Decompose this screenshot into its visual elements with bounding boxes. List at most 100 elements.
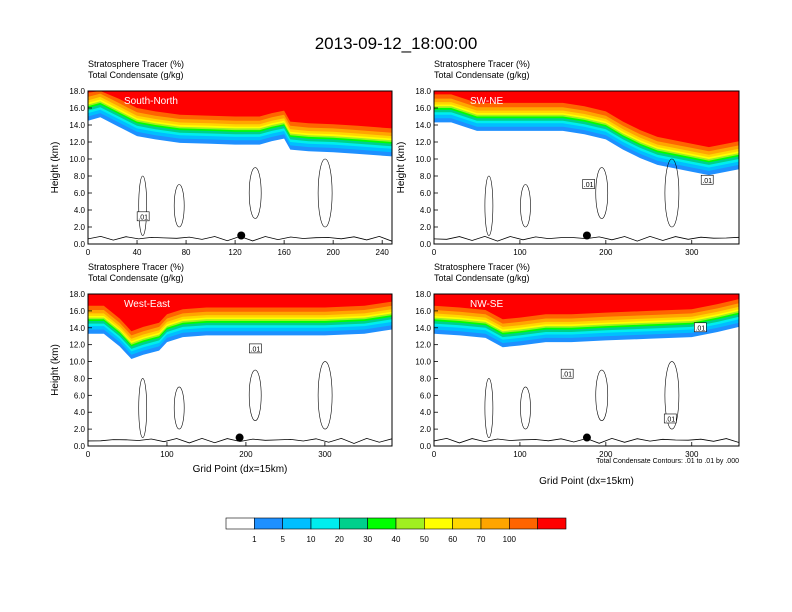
y-axis-label: Height (km) <box>50 344 61 396</box>
y-tick-label: 8.0 <box>420 172 432 181</box>
y-tick-label: 14.0 <box>415 324 431 333</box>
tracer-band-max <box>88 91 392 129</box>
condensate-contour <box>595 167 609 219</box>
colorbar-label: 100 <box>503 535 517 544</box>
colorbar-swatch <box>254 517 283 530</box>
plot-frame <box>87 90 393 245</box>
x-tick-label: 100 <box>160 450 174 459</box>
colorbar-label: 50 <box>420 535 429 544</box>
y-tick-label: 0.0 <box>74 442 86 451</box>
condensate-contour <box>520 184 531 228</box>
x-tick-label: 240 <box>376 248 390 257</box>
x-tick-label: 40 <box>133 248 142 257</box>
colorbar-swatch <box>395 517 425 530</box>
location-marker <box>237 231 246 240</box>
colorbar-swatch <box>424 517 453 530</box>
colorbar-swatch <box>367 517 397 530</box>
y-tick-label: 6.0 <box>74 391 86 400</box>
y-tick-label: 16.0 <box>415 104 431 113</box>
y-tick-label: 12.0 <box>415 341 431 350</box>
contour-label-box <box>560 368 574 379</box>
plot-frame <box>433 293 740 447</box>
contour-note: Total Condensate Contours: .01 to .01 by… <box>596 458 739 465</box>
y-tick-label: 6.0 <box>420 391 432 400</box>
panel-title-line2: Total Condensate (g/kg) <box>434 70 530 80</box>
plot-area: .01 .01 <box>434 91 739 242</box>
condensate-contour <box>173 184 185 228</box>
contour-label-box <box>249 343 262 354</box>
x-tick-label: 300 <box>685 450 699 459</box>
y-tick-label: 14.0 <box>69 324 85 333</box>
panel-south-north: .01 South-North Stratosphere Tracer (%)Tot… <box>50 59 393 257</box>
x-tick-label: 200 <box>239 450 253 459</box>
x-tick-label: 100 <box>513 450 527 459</box>
x-tick-label: 120 <box>228 248 242 257</box>
y-tick-label: 18.0 <box>69 87 85 96</box>
y-tick-label: 8.0 <box>74 374 86 383</box>
y-tick-label: 0.0 <box>420 240 432 249</box>
colorbar-swatch <box>282 517 312 530</box>
y-tick-label: 18.0 <box>69 290 85 299</box>
y-tick-label: 2.0 <box>74 223 86 232</box>
y-tick-label: 18.0 <box>415 87 431 96</box>
panel-label: SW-NE <box>470 96 503 107</box>
y-tick-label: 16.0 <box>415 307 431 316</box>
y-tick-label: 14.0 <box>415 121 431 130</box>
y-tick-label: 10.0 <box>69 155 85 164</box>
y-tick-label: 10.0 <box>415 155 431 164</box>
x-tick-label: 0 <box>86 248 91 257</box>
y-axis-label: Height (km) <box>50 142 61 194</box>
contour-label: .01 <box>584 182 594 189</box>
x-tick-label: 300 <box>318 450 332 459</box>
colorbar-swatch <box>509 517 538 530</box>
x-tick-label: 80 <box>182 248 191 257</box>
tracer-band-max <box>434 294 739 320</box>
condensate-contour <box>138 378 148 438</box>
y-tick-label: 4.0 <box>74 206 86 215</box>
colorbar-label: 5 <box>280 535 285 544</box>
contour-label-box <box>136 211 150 222</box>
contour-label: .01 <box>251 346 261 353</box>
colorbar-label: 1 <box>252 535 257 544</box>
y-tick-label: 4.0 <box>420 206 432 215</box>
panel-label: NW-SE <box>470 299 503 310</box>
colorbar-swatch <box>225 517 255 530</box>
colorbar: 1 5 10 20 30 40 50 60 70 100 <box>225 517 567 544</box>
condensate-contour <box>520 386 531 430</box>
plot-area: .01 <box>88 91 392 242</box>
panel-title-line2: Total Condensate (g/kg) <box>88 70 184 80</box>
x-tick-label: 160 <box>277 248 291 257</box>
contour-label-box <box>663 413 677 424</box>
colorbar-label: 20 <box>335 535 344 544</box>
x-tick-label: 0 <box>86 450 91 459</box>
plot-area: .01 .01 .01 <box>434 294 739 444</box>
panel-sw-ne: .01 .01 SW-NE Stratosphere Tracer (%)Total … <box>396 59 740 257</box>
colorbar-label: 40 <box>392 535 401 544</box>
condensate-contour <box>138 175 148 236</box>
colorbar-swatch <box>480 517 510 530</box>
contour-label-box <box>582 179 595 189</box>
condensate-contour <box>595 369 609 421</box>
y-tick-label: 0.0 <box>74 240 86 249</box>
panel-title-line2: Total Condensate (g/kg) <box>88 273 184 283</box>
condensate-contour <box>484 378 494 438</box>
y-tick-label: 18.0 <box>415 290 431 299</box>
contour-label: .01 <box>665 416 675 423</box>
panel-west-east: .01 West-East Stratosphere Tracer (%)Total… <box>50 262 393 475</box>
x-tick-label: 200 <box>326 248 340 257</box>
location-marker <box>235 433 244 442</box>
y-tick-label: 10.0 <box>415 358 431 367</box>
plot-frame <box>433 90 740 245</box>
condensate-contour <box>248 369 262 421</box>
contour-label: .01 <box>562 372 572 379</box>
panel-title-line1: Stratosphere Tracer (%) <box>434 262 530 272</box>
colorbar-label: 70 <box>477 535 486 544</box>
location-marker <box>582 231 591 240</box>
y-tick-label: 12.0 <box>69 138 85 147</box>
plot-area: .01 <box>88 294 392 444</box>
y-tick-label: 0.0 <box>420 442 432 451</box>
colorbar-label: 60 <box>448 535 457 544</box>
contour-label: .01 <box>702 178 712 185</box>
y-tick-label: 6.0 <box>74 189 86 198</box>
